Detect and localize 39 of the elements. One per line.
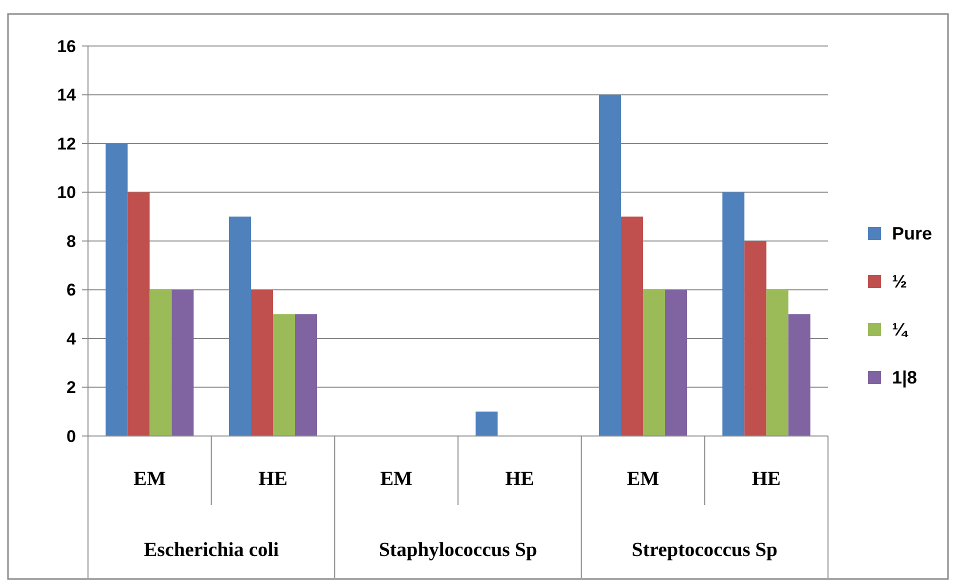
y-tick-label: 6 xyxy=(66,280,76,300)
bar xyxy=(172,290,194,436)
y-tick-label: 10 xyxy=(57,183,76,202)
y-tick-label: 16 xyxy=(57,36,76,56)
x-tick-label: HE xyxy=(258,468,288,490)
bar xyxy=(229,216,251,436)
text: Streptococcus Sp xyxy=(632,539,778,561)
bar xyxy=(643,290,665,436)
y-tick-label: 0 xyxy=(66,426,76,446)
x-tick-label: HE xyxy=(752,468,781,490)
y-tick-label: 14 xyxy=(57,86,77,105)
bar xyxy=(665,290,687,436)
bar xyxy=(599,94,621,436)
x-tick-label: EM xyxy=(134,468,166,490)
y-tick-label: 2 xyxy=(66,378,76,398)
legend-label: 1|8 xyxy=(892,367,918,388)
bar xyxy=(766,290,788,436)
bar xyxy=(476,412,498,436)
bar xyxy=(128,192,150,436)
bar xyxy=(106,144,128,436)
legend-label: Pure xyxy=(892,223,932,244)
x-tick-label: HE xyxy=(505,468,534,490)
y-tick-label: 4 xyxy=(66,329,77,348)
bar xyxy=(295,314,317,436)
y-tick-label: 12 xyxy=(57,134,76,154)
bar xyxy=(744,241,766,436)
bar xyxy=(273,314,295,436)
bar xyxy=(722,192,744,436)
x-tick-label: EM xyxy=(380,468,413,490)
y-tick-label: 8 xyxy=(66,232,76,251)
x-tick-label: EM xyxy=(626,468,660,490)
legend-label: ½ xyxy=(892,271,908,292)
bar xyxy=(251,290,273,436)
bar xyxy=(621,216,643,436)
text: Staphylococcus Sp xyxy=(378,539,538,561)
bar xyxy=(150,290,172,436)
text: Escherichia coli xyxy=(144,539,280,561)
bar xyxy=(788,314,810,436)
legend-label: ¼ xyxy=(892,319,909,340)
